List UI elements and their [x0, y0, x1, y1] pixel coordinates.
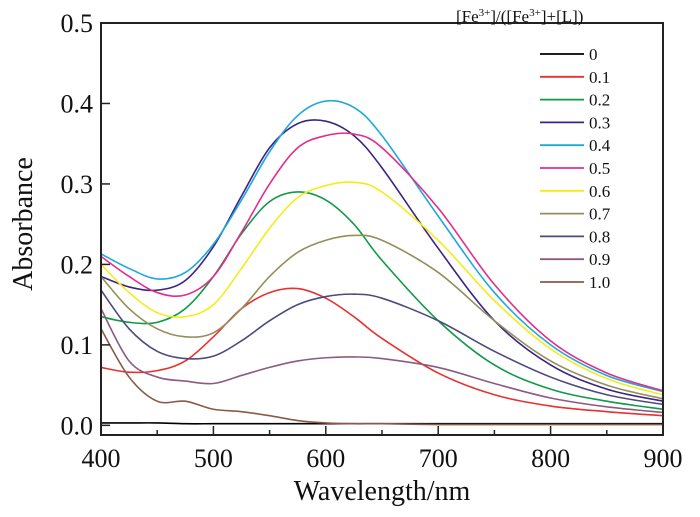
legend-title-superscript: 3+	[479, 7, 491, 19]
x-tick-label: 500	[194, 444, 233, 473]
series-line-1-0	[100, 328, 663, 426]
legend-item: 0.9	[540, 250, 610, 269]
legend-item: 0.4	[540, 136, 611, 155]
legend-title: [Fe3+]/([Fe3+]+[L])	[456, 7, 583, 26]
x-tick-label: 900	[644, 444, 683, 473]
series-line-0-8	[100, 289, 664, 406]
series-line-0-3	[100, 119, 664, 402]
legend-item: 0.2	[540, 91, 610, 110]
legend-item: 0.7	[540, 205, 611, 224]
legend-item: 0.1	[540, 68, 610, 87]
x-axis-label: Wavelength/nm	[294, 476, 471, 507]
legend-item: 0.6	[540, 182, 610, 201]
y-axis-label: Absorbance	[8, 157, 39, 291]
legend-label: 0.7	[589, 205, 611, 224]
legend-item: 0.3	[540, 113, 610, 132]
legend-label: 0	[589, 45, 598, 64]
y-tick-label: 0.3	[61, 170, 94, 199]
x-tick-label: 700	[419, 444, 458, 473]
y-tick-label: 0.5	[61, 9, 94, 38]
legend-label: 1.0	[589, 273, 610, 292]
series-line-0-6	[100, 181, 664, 396]
y-tick-label: 0.4	[61, 89, 94, 118]
legend-item: 1.0	[540, 273, 610, 292]
legend-label: 0.1	[589, 68, 610, 87]
y-tick-label: 0.2	[61, 250, 94, 279]
axis-ticks	[100, 22, 664, 435]
series-line-0-4	[100, 99, 664, 393]
axis-frame	[100, 22, 664, 436]
series-line-0-7	[100, 234, 664, 400]
y-tick-label: 0.1	[61, 331, 94, 360]
x-tick-label: 400	[82, 444, 121, 473]
legend-title-part: ]+[L])	[541, 7, 584, 26]
tick-labels: 400 500 600 700 800 900 0.0 0.1 0.2 0.3 0.4 0.5	[61, 9, 683, 473]
legend-item: 0	[540, 45, 598, 64]
x-tick-label: 600	[306, 444, 345, 473]
legend-label: 0.2	[589, 91, 610, 110]
legend-label: 0.5	[589, 159, 610, 178]
plot-area	[100, 99, 664, 426]
x-tick-label: 800	[531, 444, 570, 473]
legend-label: 0.6	[589, 182, 610, 201]
series-line-0-9	[100, 308, 664, 414]
series-line-0-5	[100, 132, 664, 392]
legend-label: 0.8	[589, 227, 610, 246]
legend-label: 0.4	[589, 136, 611, 155]
legend-label: 0.3	[589, 113, 610, 132]
legend-item: 0.8	[540, 227, 610, 246]
legend-title-part: [Fe	[456, 7, 479, 26]
legend-title-superscript: 3+	[529, 7, 541, 19]
series-line-0-1	[100, 287, 664, 417]
legend-label: 0.9	[589, 250, 610, 269]
y-tick-label: 0.0	[61, 411, 94, 440]
legend: [Fe3+]/([Fe3+]+[L]) 00.10.20.30.40.50.60…	[456, 7, 611, 292]
series-line-0	[101, 422, 663, 425]
legend-title-part: ]/([Fe	[490, 7, 529, 26]
legend-item: 0.5	[540, 159, 610, 178]
series-line-0-2	[100, 191, 664, 411]
